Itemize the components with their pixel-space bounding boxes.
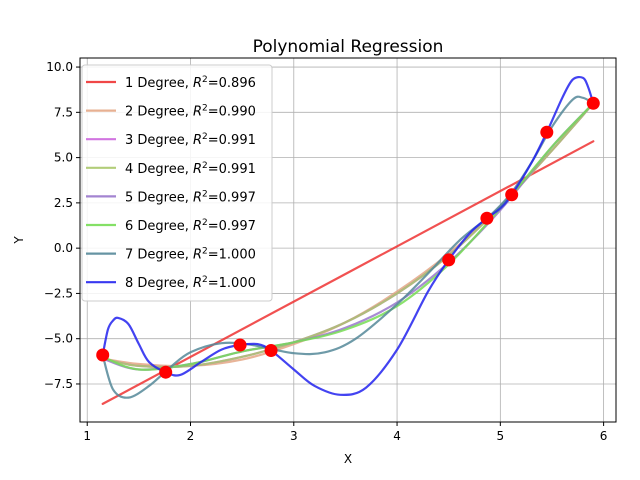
x-tick-label: 4 bbox=[393, 429, 401, 443]
data-point bbox=[264, 343, 278, 357]
data-point bbox=[540, 125, 554, 139]
data-point bbox=[233, 338, 247, 352]
legend-box bbox=[81, 64, 273, 302]
legend-label: 7 Degree, R2=1.000 bbox=[125, 247, 256, 263]
legend-label: 2 Degree, R2=0.990 bbox=[125, 104, 256, 120]
y-tick-label: 5.0 bbox=[54, 151, 73, 165]
data-point bbox=[586, 96, 600, 110]
y-tick-label: 0.0 bbox=[54, 241, 73, 255]
legend-label: 3 Degree, R2=0.991 bbox=[125, 132, 256, 148]
x-tick-label: 6 bbox=[600, 429, 608, 443]
data-point bbox=[96, 348, 110, 362]
y-tick-label: −2.5 bbox=[44, 286, 73, 300]
x-tick-label: 1 bbox=[83, 429, 91, 443]
legend-label: 5 Degree, R2=0.997 bbox=[125, 189, 256, 205]
legend: 1 Degree, R2=0.896 2 Degree, R2=0.990 3 De… bbox=[81, 64, 273, 302]
y-tick-label: −5.0 bbox=[44, 332, 73, 346]
data-point bbox=[442, 253, 456, 267]
plot-frame bbox=[79, 57, 617, 423]
y-tick-label: −7.5 bbox=[44, 377, 73, 391]
series-line-degree-1 bbox=[101, 140, 595, 405]
x-tick-label: 5 bbox=[497, 429, 505, 443]
legend-label: 6 Degree, R2=0.997 bbox=[125, 218, 256, 234]
data-points bbox=[96, 96, 600, 379]
axis-ticks: 1 2 3 4 5 6 −7.5 −5.0 −2.5 0.0 2.5 5.0 7.5 10.0 bbox=[44, 60, 608, 443]
x-axis-label: X bbox=[344, 452, 352, 466]
legend-label: 8 Degree, R2=1.000 bbox=[125, 275, 256, 291]
data-point bbox=[159, 365, 173, 379]
y-axis-label: Y bbox=[12, 236, 26, 245]
x-tick-label: 3 bbox=[290, 429, 298, 443]
chart-title: Polynomial Regression bbox=[253, 37, 444, 57]
data-point bbox=[505, 188, 519, 202]
x-tick-label: 2 bbox=[187, 429, 195, 443]
legend-label: 1 Degree, R2=0.896 bbox=[125, 75, 256, 91]
data-point bbox=[480, 211, 494, 225]
y-tick-label: 10.0 bbox=[46, 60, 73, 74]
y-tick-label: 2.5 bbox=[54, 196, 73, 210]
y-tick-label: 7.5 bbox=[54, 105, 73, 119]
legend-label: 4 Degree, R2=0.991 bbox=[125, 161, 256, 177]
